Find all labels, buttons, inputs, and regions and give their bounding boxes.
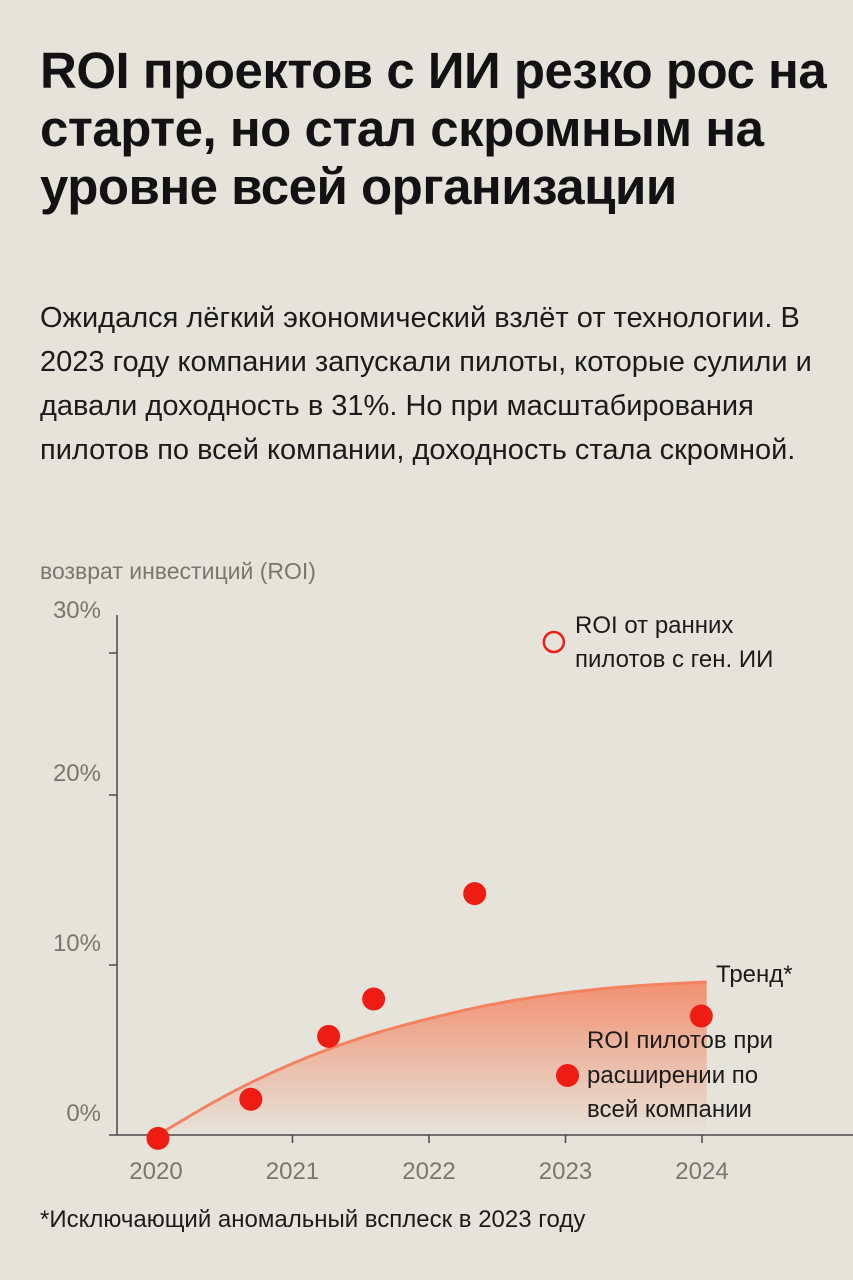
- y-tick-label: 30%: [53, 597, 101, 624]
- annotation-early-pilots-line2: пилотов с ген. ИИ: [575, 646, 773, 673]
- y-tick-label: 0%: [66, 1100, 101, 1127]
- data-point: [463, 882, 487, 906]
- annotation-trend: Тренд*: [716, 961, 793, 988]
- early-pilot-point: [542, 630, 566, 654]
- trend-area: [158, 982, 707, 1135]
- data-point: [362, 987, 386, 1011]
- data-point: [239, 1087, 263, 1111]
- y-axis-label: возврат инвестиций (ROI): [40, 558, 316, 584]
- y-tick-label: 10%: [53, 930, 101, 957]
- data-point: [556, 1064, 579, 1087]
- data-point: [146, 1126, 170, 1150]
- data-point: [317, 1024, 341, 1048]
- y-tick-label: 20%: [53, 760, 101, 787]
- x-tick-label: 2021: [266, 1158, 319, 1185]
- x-tick-label: 2022: [402, 1158, 455, 1185]
- x-tick-label: 2020: [129, 1158, 182, 1185]
- data-point: [689, 1004, 713, 1028]
- trend-line: [157, 980, 707, 1137]
- annotation-scaled-line2: расширении по: [587, 1062, 758, 1089]
- annotation-scaled-line1: ROI пилотов при: [587, 1027, 773, 1054]
- footnote: *Исключающий аномальный всплеск в 2023 г…: [40, 1206, 586, 1233]
- x-tick-label: 2024: [675, 1158, 728, 1185]
- annotation-early-pilots-line1: ROI от ранних: [575, 612, 733, 639]
- page-subtitle: Ожидался лёгкий экономический взлёт от т…: [40, 302, 812, 466]
- annotation-scaled-line3: всей компании: [587, 1096, 752, 1123]
- x-tick-label: 2023: [539, 1158, 592, 1185]
- page-title: ROI проектов с ИИ резко рос на старте, н…: [40, 42, 827, 215]
